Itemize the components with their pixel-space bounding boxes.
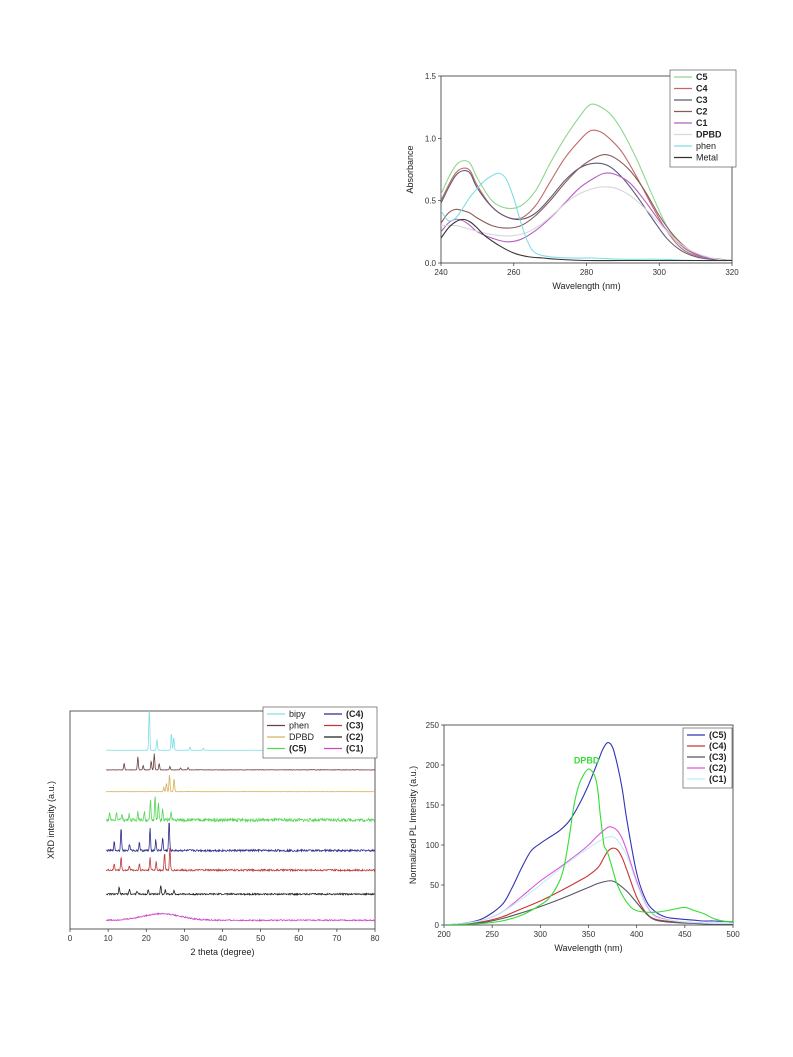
legend-label-c2: (C2) [709,763,727,773]
legend-label-c3: (C3) [346,721,364,731]
series-line-c3 [441,162,732,262]
plot-area [441,103,732,262]
y-axis-label: Absorbance [405,145,415,193]
x-axis-label: 2 theta (degree) [190,947,254,957]
x-tick-label: 320 [725,268,739,277]
y-tick-label: 0.5 [425,197,437,206]
x-tick-label: 30 [180,934,189,943]
series-line-dpbd [106,774,375,793]
series-line-c3 [444,880,733,925]
xrd-chart-svg: 0 10 20 30 40 50 60 70 80 2 theta (degree) XRD int… [46,706,380,957]
legend-label-c3: (C3) [709,752,727,762]
legend-label-dpbd: DPBD [289,732,315,742]
absorbance-chart-svg: 240 260 280 300 320 0.0 0.5 1.0 1.5 Wavelength (n… [405,69,739,291]
plot-area [105,711,375,922]
x-tick-label: 280 [580,268,594,277]
x-tick-label: 80 [371,934,380,943]
y-tick-label: 0.0 [425,259,437,268]
y-tick-label: 1.5 [425,72,437,81]
y-tick-label: 200 [426,761,440,770]
plot-area [444,742,733,925]
y-axis-label: Normalized PL Intensity (a.u.) [408,766,418,884]
legend-label-c3: C3 [696,95,708,105]
series-line-phen [105,753,375,771]
y-tick-label: 150 [426,801,440,810]
x-tick-label: 300 [534,930,548,939]
series-line-phen [441,172,732,262]
legend-label-c1: (C1) [709,774,727,784]
series-line-metal [441,218,732,262]
x-tick-label: 350 [582,930,596,939]
x-axis-label: Wavelength (nm) [554,943,622,953]
series-line-c1 [106,912,375,922]
series-line-c1 [441,172,732,262]
series-line-dpbd [444,768,733,925]
legend-label-c1: (C1) [346,744,364,754]
x-tick-label: 10 [104,934,113,943]
legend-label-phen: phen [696,141,716,151]
x-axis-label: Wavelength (nm) [552,281,620,291]
series-line-c5 [444,742,733,925]
x-tick-label: 300 [653,268,667,277]
x-tick-label: 50 [256,934,265,943]
legend-label-metal: Metal [696,153,718,163]
x-tick-label: 400 [630,930,644,939]
y-tick-label: 50 [430,881,439,890]
legend-label-bipy: bipy [289,709,306,719]
x-tick-label: 60 [294,934,303,943]
y-axis-label: XRD intensity (a.u.) [46,781,56,859]
annotation-label: DPBD [574,755,600,765]
legend-label-c4: (C4) [709,741,727,751]
legend-label-c4: (C4) [346,709,364,719]
legend-label-c2: (C2) [346,732,364,742]
legend-label-c4: C4 [696,84,708,94]
x-tick-label: 70 [332,934,341,943]
x-tick-label: 240 [434,268,448,277]
series-line-dpbd [441,186,732,262]
x-tick-label: 200 [437,930,451,939]
series-line-c4 [444,847,733,925]
x-tick-label: 40 [218,934,227,943]
legend-box [669,69,737,168]
series-line-c1 [444,835,733,925]
x-tick-label: 500 [726,930,740,939]
x-tick-label: 0 [68,934,73,943]
series-line-c4 [105,822,375,853]
legend-label-c5: (C5) [709,730,727,740]
y-tick-label: 0 [435,921,440,930]
legend-label-c5: (C5) [289,744,307,754]
x-tick-label: 450 [678,930,692,939]
x-tick-label: 260 [507,268,521,277]
x-tick-label: 250 [485,930,499,939]
legend-box [682,727,733,789]
legend-label-c2: C2 [696,107,708,117]
legend-label-dpbd: DPBD [696,130,722,140]
legend-box [262,706,378,759]
series-line-c2 [106,885,375,897]
series-line-c2 [441,153,732,262]
legend-label-phen: phen [289,721,309,731]
legend-label-c5: C5 [696,72,708,82]
x-tick-label: 20 [142,934,151,943]
legend-label-c1: C1 [696,118,708,128]
series-line-c5 [106,796,375,823]
series-line-c3 [105,847,375,873]
xrd-chart: 0 10 20 30 40 50 60 70 80 2 theta (degree) XRD int… [46,705,385,957]
y-tick-label: 250 [426,721,440,730]
pl-chart-svg: 200 250 300 350 400 450 500 0 50 100 150 200 250 Wave… [408,721,740,953]
absorbance-chart: 240 260 280 300 320 0.0 0.5 1.0 1.5 Wavelength (n… [395,66,745,318]
y-tick-label: 1.0 [425,134,437,143]
pl-chart: 200 250 300 350 400 450 500 0 50 100 150 200 250 Wave… [398,715,743,960]
y-tick-label: 100 [426,841,440,850]
